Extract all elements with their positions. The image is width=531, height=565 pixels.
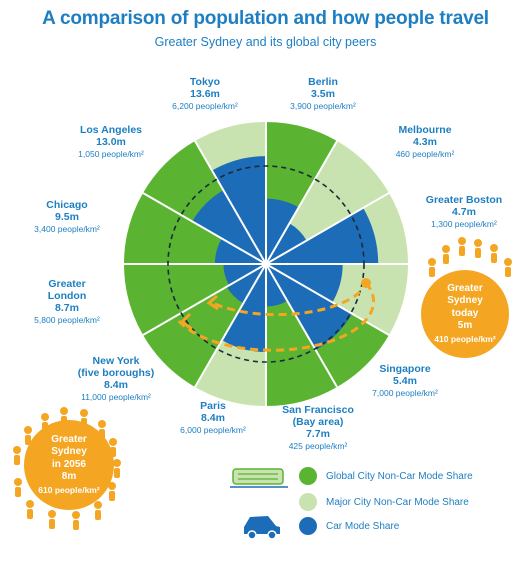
city-density: 7,000 people/km² (372, 388, 438, 398)
arrow-head-icon (179, 312, 193, 331)
city-population: 7.7m (306, 428, 330, 440)
city-density: 425 people/km² (288, 441, 348, 451)
arrow-head-icon (206, 294, 219, 311)
wedge-divider (142, 192, 267, 265)
city-name: Paris (200, 400, 226, 412)
city-population: 13.0m (96, 136, 126, 148)
city-density: 11,000 people/km² (81, 392, 151, 402)
wedge-car-berlin (266, 223, 307, 264)
bubble-line: Sydney (51, 446, 87, 458)
city-density: 6,000 people/km² (180, 425, 246, 435)
city-name: Singapore (379, 363, 431, 375)
bubble-line: in 2056 (52, 458, 86, 470)
spoke-group (124, 122, 408, 406)
wedge-car-greater-sydney-today (266, 264, 353, 351)
wedge-car-paris (226, 264, 266, 304)
city-density: 5,800 people/km² (34, 315, 100, 325)
city-name: Greater (48, 278, 86, 290)
legend-label: Major City Non-Car Mode Share (326, 496, 469, 508)
legend-item-major: Major City Non-Car Mode Share (299, 493, 469, 511)
city-population: 9.5m (55, 211, 79, 223)
page-subtitle: Greater Sydney and its global city peers (154, 35, 377, 49)
city-density: 6,200 people/km² (172, 101, 238, 111)
wedge-car-chicago (192, 190, 266, 264)
city-density: 460 people/km² (395, 149, 455, 159)
city-name-sub: (five boroughs) (77, 367, 155, 379)
bubble-line: Greater (447, 282, 483, 294)
wedge-divider (265, 263, 390, 336)
legend-swatch (299, 493, 317, 511)
city-density: 1,300 people/km² (431, 219, 497, 229)
city-label-berlin: Berlin 3.5m 3,900 people/km² (278, 76, 368, 112)
legend-label: Car Mode Share (326, 520, 400, 532)
city-label-chicago: Chicago 9.5m 3,400 people/km² (22, 199, 112, 235)
sydney-2056-bubble: Greater Sydney in 2056 8m 610 people/km² (24, 420, 114, 510)
city-name-sub: (Bay area) (292, 416, 344, 428)
city-label-newyork: New York (five boroughs) 8.4m 11,000 peo… (66, 355, 166, 403)
city-label-melbourne: Melbourne 4.3m 460 people/km² (380, 124, 470, 160)
growth-arrow-origin-dot (361, 278, 371, 288)
city-name-sub: London (47, 290, 87, 302)
city-name: Berlin (308, 76, 338, 88)
legend-swatch (299, 517, 317, 535)
city-label-singapore: Singapore 5.4m 7,000 people/km² (360, 363, 450, 399)
city-name: Melbourne (398, 124, 452, 136)
wedge-car-greater-boston (266, 264, 343, 303)
car-icon (244, 516, 280, 540)
city-label-sanfrancisco: San Francisco (Bay area) 7.7m 425 people… (268, 404, 368, 452)
legend-label: Global City Non-Car Mode Share (326, 470, 473, 482)
city-density: 3,400 people/km² (34, 224, 100, 234)
city-density: 3,900 people/km² (290, 101, 356, 111)
legend-swatch (299, 467, 317, 485)
city-label-tokyo: Tokyo 13.6m 6,200 people/km² (160, 76, 250, 112)
bubble-density: 410 people/km² (434, 333, 496, 344)
city-population: 4.3m (413, 136, 437, 148)
wedge-divider (194, 140, 267, 265)
city-name: Chicago (46, 199, 88, 211)
wedge-car-los-angeles (212, 156, 266, 264)
wedge-divider (265, 140, 338, 265)
city-name: Los Angeles (79, 124, 143, 136)
sydney-2056-dashed-ring (167, 165, 365, 363)
city-label-london: Greater London 8.7m 5,800 people/km² (22, 278, 112, 326)
wedge-car-tokyo (266, 198, 299, 264)
bubble-density: 610 people/km² (38, 484, 100, 495)
bubble-population: 5m (457, 320, 473, 332)
city-population: 5.4m (393, 375, 417, 387)
bubble-line: Sydney (447, 295, 483, 307)
growth-arrow-path-inner (209, 290, 362, 317)
city-density: 1,050 people/km² (78, 149, 144, 159)
wedge-divider (142, 263, 267, 336)
train-icon (230, 468, 288, 488)
wedge-divider (265, 263, 338, 388)
bubble-population: 8m (61, 471, 77, 483)
wedge-car-san-francisco-bay-area (221, 264, 266, 353)
growth-arrow-path (176, 282, 376, 352)
city-name: Greater Boston (425, 194, 503, 206)
bubble-line: today (451, 307, 479, 319)
city-name: New York (92, 355, 140, 367)
page-title: A comparison of population and how peopl… (42, 8, 489, 29)
wedge-group (123, 122, 408, 406)
city-population: 8.4m (201, 412, 225, 424)
city-population: 13.6m (190, 88, 220, 100)
city-population: 4.7m (452, 206, 476, 218)
city-name: San Francisco (282, 404, 354, 416)
city-name: Tokyo (189, 76, 221, 88)
legend-item-global: Global City Non-Car Mode Share (299, 467, 473, 485)
legend-item-car: Car Mode Share (299, 517, 399, 535)
bubble-line: Greater (51, 433, 87, 445)
city-label-boston: Greater Boston 4.7m 1,300 people/km² (414, 194, 514, 230)
wedge-divider (265, 192, 390, 265)
wedge-car-melbourne (266, 207, 379, 264)
city-label-paris: Paris 8.4m 6,000 people/km² (168, 400, 258, 436)
city-label-losangeles: Los Angeles 13.0m 1,050 people/km² (66, 124, 156, 160)
city-population: 8.7m (55, 302, 79, 314)
city-population: 3.5m (311, 88, 335, 100)
city-population: 8.4m (104, 379, 128, 391)
sydney-today-bubble: Greater Sydney today 5m 410 people/km² (421, 270, 509, 358)
wedge-divider (194, 263, 267, 388)
